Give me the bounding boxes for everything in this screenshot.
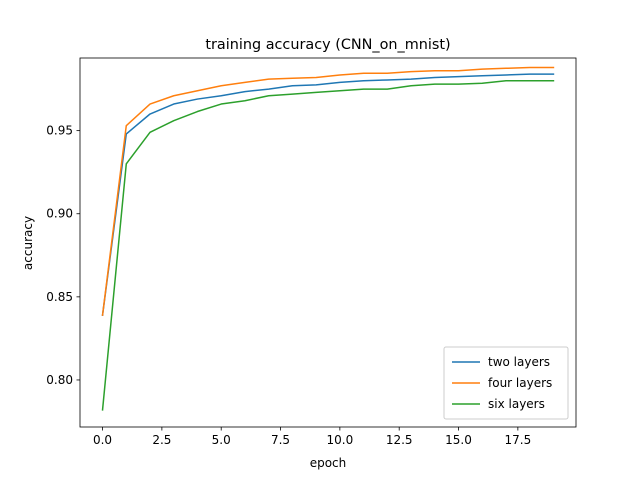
x-axis-label: epoch [310, 456, 347, 470]
y-axis: 0.80 0.85 0.90 0.95 [46, 124, 80, 387]
x-axis: 0.0 2.5 5.0 7.5 10.0 12.5 15.0 17.5 [93, 427, 531, 447]
x-tick-label: 7.5 [271, 433, 290, 447]
x-tick-label: 0.0 [93, 433, 112, 447]
series-line-four-layers [101, 66, 555, 316]
series-line-two-layers [101, 73, 555, 316]
x-tick-label: 2.5 [152, 433, 171, 447]
legend-label: six layers [488, 397, 545, 411]
legend-label: four layers [488, 376, 552, 390]
series-line-six-layers [101, 80, 555, 411]
y-tick-label: 0.95 [46, 124, 73, 138]
legend-label: two layers [488, 355, 550, 369]
x-tick-label: 15.0 [445, 433, 472, 447]
y-tick-label: 0.85 [46, 290, 73, 304]
y-tick-label: 0.80 [46, 373, 73, 387]
axes-frame [79, 57, 577, 428]
chart-title: training accuracy (CNN_on_mnist) [205, 37, 450, 53]
x-tick-label: 10.0 [327, 433, 354, 447]
x-tick-label: 12.5 [386, 433, 413, 447]
x-tick-label: 17.5 [504, 433, 531, 447]
legend-box [443, 346, 569, 420]
y-tick-label: 0.90 [46, 207, 73, 221]
y-axis-label: accuracy [21, 216, 35, 270]
plot-area [79, 57, 577, 428]
x-tick-label: 5.0 [212, 433, 231, 447]
legend: two layers four layers six layers [443, 346, 569, 420]
